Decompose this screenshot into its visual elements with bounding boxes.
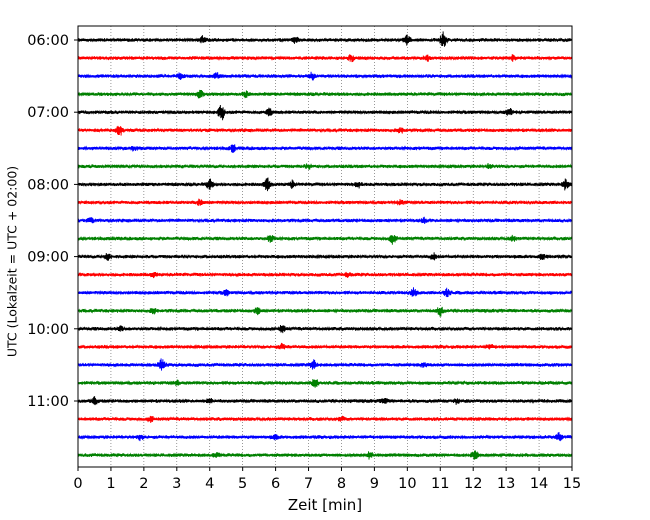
x-tick-label-10: 10 <box>398 476 416 492</box>
x-tick-label-3: 3 <box>172 476 181 492</box>
trace-0615 <box>77 54 573 63</box>
trace-0930 <box>77 287 573 298</box>
trace-1145 <box>77 450 573 460</box>
trace-0645 <box>77 89 573 99</box>
x-tick-label-1: 1 <box>106 476 115 492</box>
trace-0700 <box>77 104 573 121</box>
trace-1030 <box>77 358 573 371</box>
plot-frame <box>77 25 573 468</box>
x-tick-label-5: 5 <box>238 476 247 492</box>
y-tick-label-0900: 09:00 <box>27 250 69 266</box>
x-tick-label-15: 15 <box>563 476 581 492</box>
trace-1115 <box>77 415 573 424</box>
y-tick-label-0700: 07:00 <box>27 105 69 121</box>
x-tick-label-8: 8 <box>337 476 346 492</box>
y-tick-label-0600: 06:00 <box>27 33 69 49</box>
y-axis-label: UTC (Lokalzeit = UTC + 02:00) <box>4 166 19 357</box>
trace-0830 <box>77 216 573 225</box>
y-tick-label-1000: 10:00 <box>27 322 69 338</box>
x-tick-label-2: 2 <box>139 476 148 492</box>
trace-0745 <box>77 163 573 170</box>
trace-1015 <box>77 342 573 350</box>
y-axis: 06:00 07:00 08:00 09:00 10:00 11:00 <box>27 33 78 410</box>
trace-0815 <box>77 198 573 206</box>
trace-1130 <box>77 431 573 442</box>
trace-0800 <box>77 177 573 192</box>
trace-0600 <box>77 31 573 47</box>
x-tick-label-4: 4 <box>205 476 214 492</box>
x-tick-label-12: 12 <box>464 476 482 492</box>
x-tick-label-6: 6 <box>271 476 280 492</box>
trace-0630 <box>77 71 573 81</box>
seismogram-traces <box>77 31 573 460</box>
x-tick-label-11: 11 <box>431 476 449 492</box>
x-axis: 0 1 2 3 4 5 6 7 8 9 10 11 12 13 14 15 <box>73 467 581 492</box>
y-tick-label-1100: 11:00 <box>27 394 69 410</box>
trace-0915 <box>77 271 573 279</box>
y-tick-label-0800: 08:00 <box>27 177 69 193</box>
trace-0715 <box>77 125 573 136</box>
x-tick-label-7: 7 <box>304 476 313 492</box>
trace-0730 <box>77 144 573 153</box>
trace-0900 <box>77 252 573 261</box>
trace-0945 <box>77 306 573 317</box>
trace-1045 <box>77 378 573 388</box>
x-tick-label-13: 13 <box>497 476 515 492</box>
trace-0845 <box>77 234 573 245</box>
x-tick-label-9: 9 <box>370 476 379 492</box>
trace-1000 <box>77 325 573 334</box>
x-tick-label-14: 14 <box>530 476 548 492</box>
trace-1100 <box>77 396 573 406</box>
x-axis-label: Zeit [min] <box>288 496 362 514</box>
x-tick-label-0: 0 <box>73 476 82 492</box>
